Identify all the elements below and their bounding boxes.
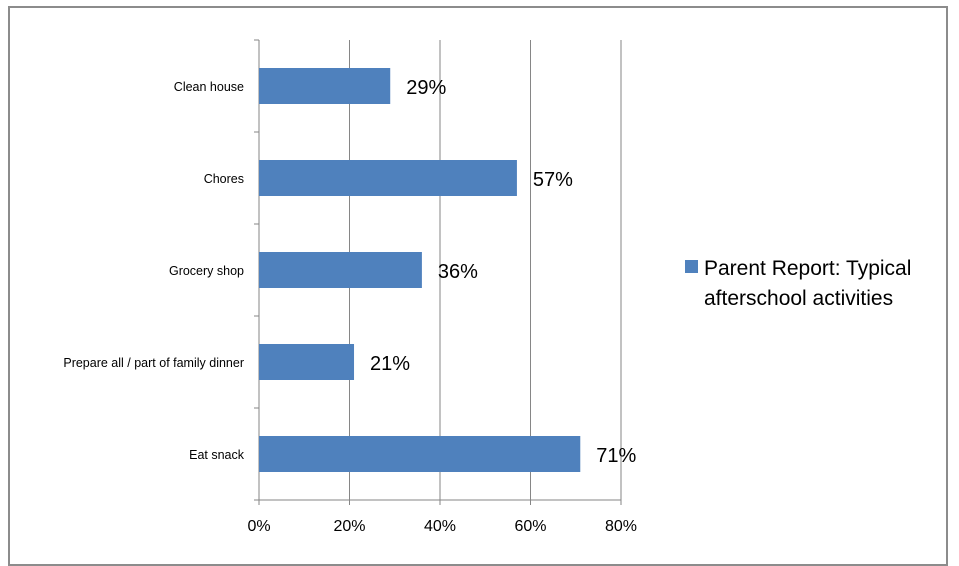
category-label: Chores <box>204 172 244 186</box>
data-label: 21% <box>370 353 410 375</box>
x-tick-label: 20% <box>333 518 365 535</box>
legend: Parent Report: Typical afterschool activ… <box>685 257 911 310</box>
x-tick-label: 0% <box>247 518 270 535</box>
category-label: Grocery shop <box>169 264 244 278</box>
chart-frame <box>8 6 948 566</box>
bars <box>259 68 581 472</box>
x-tick-label: 60% <box>514 518 546 535</box>
data-label: 36% <box>438 261 478 283</box>
category-label: Eat snack <box>189 448 245 462</box>
data-label: 29% <box>406 77 446 99</box>
data-label: 71% <box>596 445 636 467</box>
category-label: Clean house <box>174 80 244 94</box>
bar <box>259 160 517 196</box>
bar <box>259 68 391 104</box>
bar-chart: 0% 20% 40% 60% 80% Clean house 29% Chores 57% Gro… <box>63 39 911 535</box>
bar <box>259 344 355 380</box>
bar <box>259 436 581 472</box>
legend-swatch <box>685 260 698 273</box>
legend-line-2: afterschool activities <box>704 287 893 310</box>
category-label: Prepare all / part of family dinner <box>63 356 244 370</box>
legend-line-1: Parent Report: Typical <box>704 257 911 280</box>
x-tick-label: 80% <box>605 518 637 535</box>
bar <box>259 252 422 288</box>
labels: 0% 20% 40% 60% 80% Clean house 29% Chores 57% Gro… <box>63 77 637 535</box>
data-label: 57% <box>533 169 573 191</box>
x-tick-label: 40% <box>424 518 456 535</box>
